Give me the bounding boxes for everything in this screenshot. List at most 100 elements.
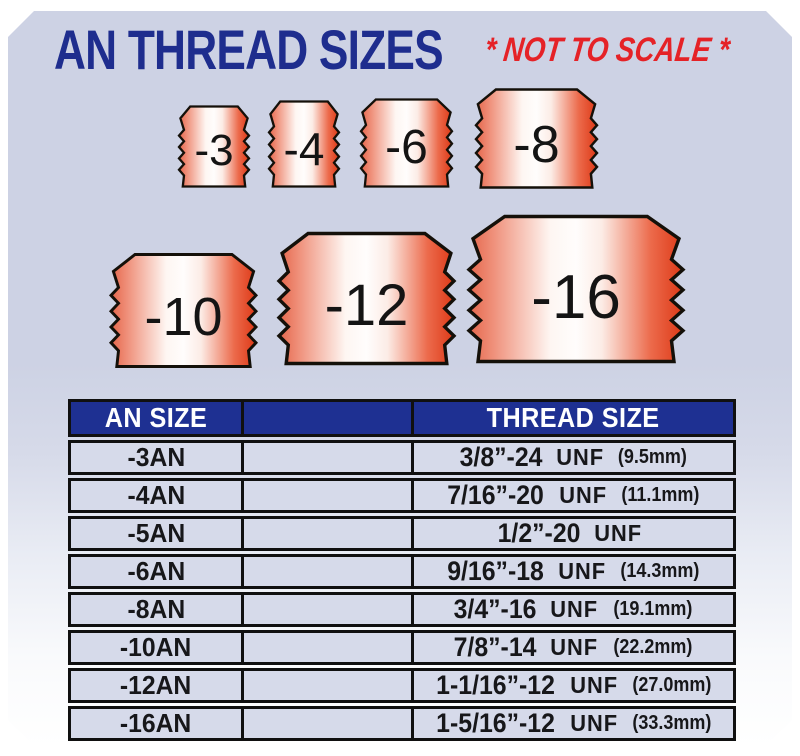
spacer-cell bbox=[241, 630, 414, 665]
table-body: -3AN 3/8”-24 UNF (9.5mm) -4AN 7/16”-20 UNF (11.… bbox=[68, 440, 736, 741]
spacer-header-cell bbox=[241, 399, 414, 437]
table-row: -4AN 7/16”-20 UNF (11.1mm) bbox=[68, 478, 736, 513]
fitting--10: -10 bbox=[108, 253, 259, 368]
thread-size-cell: 1-5/16”-12 UNF (33.3mm) bbox=[411, 706, 736, 741]
fitting-outline bbox=[276, 231, 457, 366]
fitting-outline bbox=[474, 88, 599, 189]
table-header-row: AN SIZE THREAD SIZE bbox=[68, 399, 736, 437]
thread-size-cell: 1/2”-20 UNF bbox=[411, 516, 736, 551]
an-size-value: -8AN bbox=[127, 594, 185, 624]
thread-standard-label: UNF bbox=[556, 444, 605, 470]
page-title: AN THREAD SIZES bbox=[54, 18, 444, 81]
thread-mm-value: (22.2mm) bbox=[613, 636, 693, 658]
thread-size-header-label: THREAD SIZE bbox=[487, 402, 660, 433]
thread-standard-label: UNF bbox=[558, 558, 607, 584]
fitting-shape bbox=[267, 100, 341, 188]
fitting--12: -12 bbox=[276, 231, 457, 366]
thread-size-value: 1-1/16”-12 bbox=[436, 670, 555, 700]
table-row: -3AN 3/8”-24 UNF (9.5mm) bbox=[68, 440, 736, 475]
spacer-cell bbox=[241, 440, 414, 475]
an-size-value: -3AN bbox=[127, 442, 185, 472]
fitting--16: -16 bbox=[466, 214, 686, 364]
thread-size-cell: 9/16”-18 UNF (14.3mm) bbox=[411, 554, 736, 589]
an-size-value: -6AN bbox=[127, 556, 185, 586]
an-size-cell: -6AN bbox=[68, 554, 244, 589]
an-size-cell: -10AN bbox=[68, 630, 244, 665]
fitting-outline bbox=[359, 98, 454, 188]
an-size-value: -4AN bbox=[127, 480, 185, 510]
thread-mm-value: (27.0mm) bbox=[632, 674, 712, 696]
spacer-cell bbox=[241, 706, 414, 741]
thread-size-cell: 7/8”-14 UNF (22.2mm) bbox=[411, 630, 736, 665]
thread-standard-label: UNF bbox=[550, 596, 599, 622]
fitting-shape bbox=[108, 253, 259, 368]
fitting--4: -4 bbox=[267, 100, 341, 188]
thread-standard-label: UNF bbox=[558, 482, 607, 508]
fitting--3: -3 bbox=[177, 105, 251, 188]
fitting-outline bbox=[466, 214, 686, 364]
fitting--6: -6 bbox=[359, 98, 454, 188]
spacer-cell bbox=[241, 554, 414, 589]
fitting-shape bbox=[474, 88, 599, 189]
table-row: -10AN 7/8”-14 UNF (22.2mm) bbox=[68, 630, 736, 665]
an-size-table: AN SIZE THREAD SIZE -3AN 3/8”-24 UNF (9.5mm… bbox=[68, 399, 736, 744]
thread-standard-label: UNF bbox=[570, 672, 619, 698]
thread-size-value: 7/8”-14 bbox=[454, 632, 537, 662]
thread-size-value: 7/16”-20 bbox=[447, 480, 545, 510]
fitting-outline bbox=[177, 105, 251, 188]
an-size-header-cell: AN SIZE bbox=[68, 399, 244, 437]
spacer-cell bbox=[241, 668, 414, 703]
spacer-cell bbox=[241, 592, 414, 627]
table-row: -12AN 1-1/16”-12 UNF (27.0mm) bbox=[68, 668, 736, 703]
an-size-value: -16AN bbox=[120, 708, 192, 738]
thread-standard-label: UNF bbox=[550, 634, 599, 660]
an-size-cell: -8AN bbox=[68, 592, 244, 627]
fitting-shape bbox=[466, 214, 686, 364]
an-size-header-label: AN SIZE bbox=[104, 402, 208, 433]
thread-size-value: 1-5/16”-12 bbox=[436, 708, 555, 738]
an-size-cell: -4AN bbox=[68, 478, 244, 513]
fitting-outline bbox=[267, 100, 341, 188]
table-row: -5AN 1/2”-20 UNF bbox=[68, 516, 736, 551]
thread-mm-value: (19.1mm) bbox=[613, 598, 693, 620]
spacer-cell bbox=[241, 516, 414, 551]
an-size-cell: -12AN bbox=[68, 668, 244, 703]
thread-standard-label: UNF bbox=[594, 520, 643, 546]
thread-size-cell: 3/8”-24 UNF (9.5mm) bbox=[411, 440, 736, 475]
thread-size-value: 1/2”-20 bbox=[497, 518, 581, 548]
fitting-shape bbox=[276, 231, 457, 366]
table-row: -8AN 3/4”-16 UNF (19.1mm) bbox=[68, 592, 736, 627]
fitting-label: -3 bbox=[194, 126, 234, 176]
thread-size-cell: 3/4”-16 UNF (19.1mm) bbox=[411, 592, 736, 627]
an-size-cell: -16AN bbox=[68, 706, 244, 741]
an-size-cell: -3AN bbox=[68, 440, 244, 475]
fitting-shape bbox=[359, 98, 454, 188]
fitting-label: -10 bbox=[144, 287, 223, 348]
thread-mm-value: (9.5mm) bbox=[618, 446, 688, 468]
fitting-label: -8 bbox=[513, 115, 560, 174]
thread-size-value: 3/4”-16 bbox=[454, 594, 537, 624]
not-to-scale-note: * NOT TO SCALE * bbox=[482, 31, 732, 69]
thread-mm-value: (33.3mm) bbox=[632, 712, 712, 734]
spacer-cell bbox=[241, 478, 414, 513]
table-row: -16AN 1-5/16”-12 UNF (33.3mm) bbox=[68, 706, 736, 741]
fitting--8: -8 bbox=[474, 88, 599, 189]
thread-mm-value: (14.3mm) bbox=[620, 560, 700, 582]
fitting-shape bbox=[177, 105, 251, 188]
thread-size-cell: 1-1/16”-12 UNF (27.0mm) bbox=[411, 668, 736, 703]
thread-size-value: 9/16”-18 bbox=[447, 556, 544, 586]
thread-mm-value: (11.1mm) bbox=[621, 484, 700, 506]
an-size-cell: -5AN bbox=[68, 516, 244, 551]
fitting-outline bbox=[108, 253, 259, 368]
fitting-label: -4 bbox=[283, 123, 325, 176]
thread-size-cell: 7/16”-20 UNF (11.1mm) bbox=[411, 478, 736, 513]
fitting-label: -6 bbox=[385, 121, 428, 175]
an-size-value: -5AN bbox=[127, 518, 185, 548]
fitting-label: -12 bbox=[324, 273, 409, 339]
table-row: -6AN 9/16”-18 UNF (14.3mm) bbox=[68, 554, 736, 589]
an-size-value: -12AN bbox=[120, 670, 192, 700]
thread-size-header-cell: THREAD SIZE bbox=[411, 399, 736, 437]
thread-standard-label: UNF bbox=[570, 710, 619, 736]
thread-size-value: 3/8”-24 bbox=[459, 442, 543, 472]
